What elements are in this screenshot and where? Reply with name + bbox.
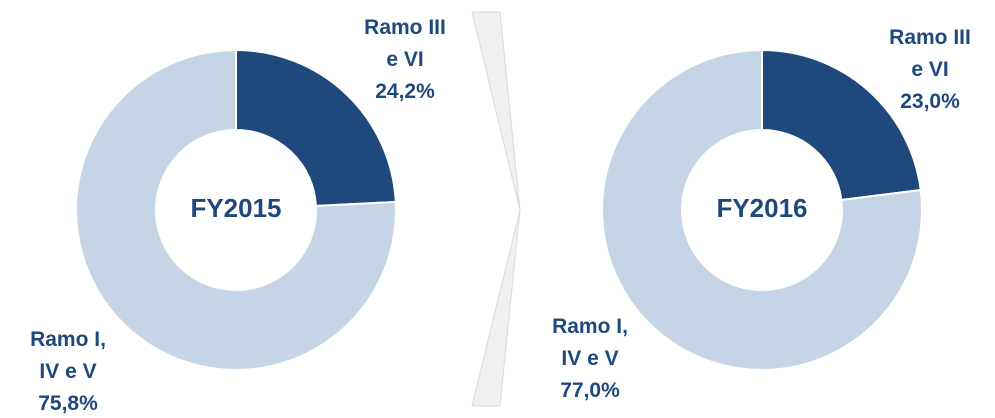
donut-slice [235,48,397,208]
value-label: 23,0% [900,90,960,113]
donut-slice [601,48,923,371]
donut-slice [761,48,922,202]
value-label: 75,8% [38,392,98,415]
value-label: 77,0% [560,379,620,402]
donut-slice [75,48,397,371]
center-label: FY2015 [190,193,281,223]
arrow [471,11,521,407]
slice-label: Ramo I, IV e V [30,328,106,383]
value-label: 24,2% [375,80,435,103]
slice-label: Ramo III e VI [889,26,971,81]
slice-label: Ramo I, IV e V [552,315,628,370]
slice-label: Ramo III e VI [364,16,446,71]
center-label: FY2016 [716,193,807,223]
